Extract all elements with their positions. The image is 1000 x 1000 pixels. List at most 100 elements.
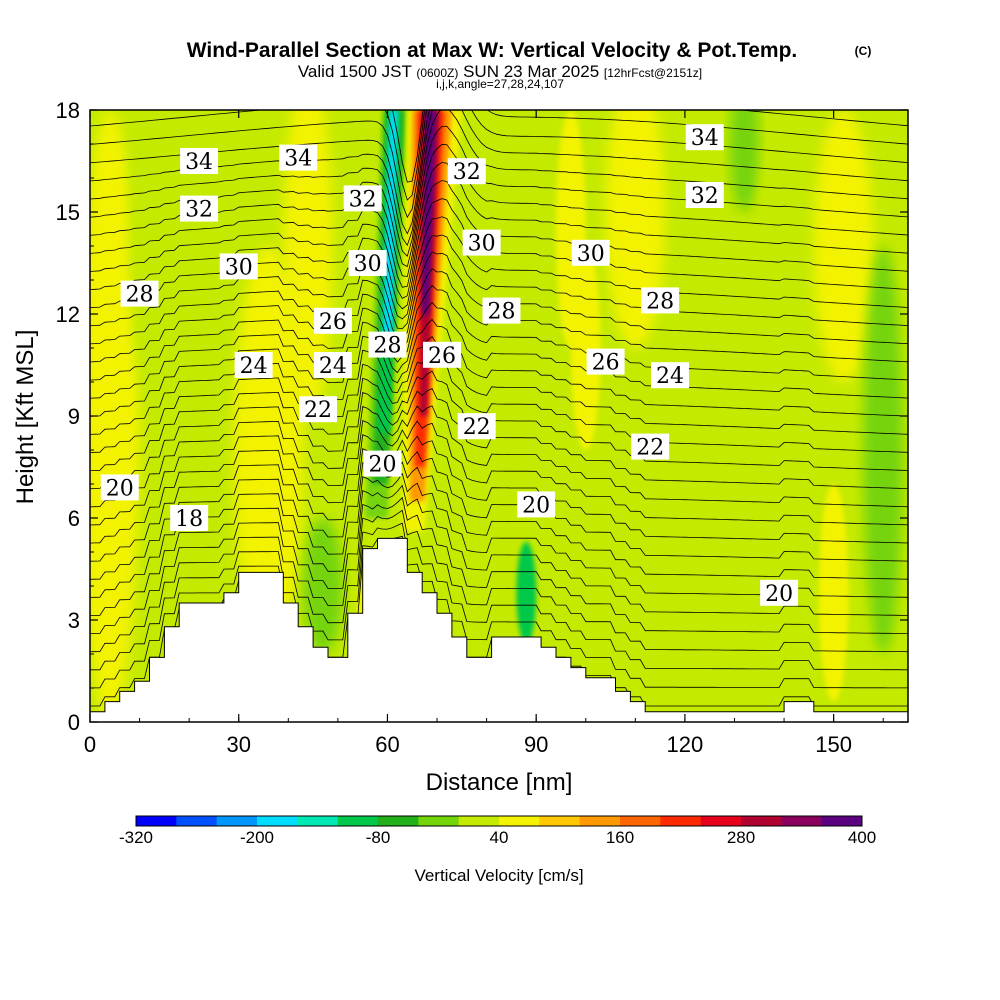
x-axis-label: Distance [nm]	[426, 769, 573, 796]
isentrope-label: 20	[760, 579, 799, 607]
isentrope-line	[90, 522, 908, 671]
isentrope-label: 34	[180, 148, 219, 175]
label-box	[313, 352, 352, 378]
colorbar-label: Vertical Velocity [cm/s]	[414, 866, 583, 885]
colorbar-swatch	[257, 816, 298, 826]
label-box	[180, 148, 219, 174]
isentrope-label: 20	[517, 491, 556, 518]
label-box	[180, 195, 219, 222]
colorbar: -320 -200 -80 40 160 280 400	[119, 815, 876, 847]
label-box	[447, 158, 486, 185]
grid-indices: i,j,k,angle=27,28,24,107	[436, 77, 564, 91]
isentrope-line	[90, 420, 908, 526]
y-tick-label: 3	[68, 608, 80, 633]
isentrope-line	[90, 535, 908, 689]
isentrope-label: 26	[586, 348, 625, 376]
colorbar-swatch	[337, 816, 379, 826]
x-axis: 0 30 60 90 120 150	[84, 110, 884, 757]
label-text: 30	[577, 242, 605, 267]
x-tick-label: 150	[815, 732, 852, 757]
isentrope-line	[90, 318, 908, 417]
isentrope-label: 30	[571, 239, 610, 267]
chart-title: Wind-Parallel Section at Max W: Vertical…	[187, 39, 798, 62]
colorbar-tick-label: 40	[490, 828, 509, 847]
isentrope-label: 32	[343, 185, 382, 212]
isentrope-label: 30	[219, 253, 258, 280]
isentrope-line	[90, 110, 908, 201]
plot-area	[90, 110, 908, 722]
field-cell	[684, 110, 765, 722]
y-axis-label: Height [Kft MSL]	[12, 330, 39, 505]
y-tick-label: 6	[68, 506, 80, 531]
label-text: 30	[225, 255, 253, 280]
label-box	[279, 144, 318, 171]
label-box	[100, 474, 139, 501]
label-text: 34	[284, 147, 312, 172]
isentrope-line	[90, 336, 908, 435]
isentrope-line	[90, 125, 908, 268]
isentrope-label: 24	[313, 352, 352, 379]
isentrope-line	[90, 484, 908, 616]
label-box	[422, 341, 461, 368]
label-box	[586, 348, 625, 375]
label-text: 24	[240, 354, 268, 379]
isentrope-line	[90, 284, 908, 381]
colorbar-swatch	[458, 816, 500, 826]
isentrope-label: 32	[685, 182, 724, 209]
label-text: 20	[106, 476, 134, 501]
label-box	[571, 239, 610, 266]
label-text: 26	[319, 310, 347, 335]
label-text: 22	[463, 415, 491, 440]
isentrope-label: 24	[234, 352, 273, 379]
isentrope-line	[90, 370, 908, 471]
label-text: 26	[592, 351, 620, 376]
colorbar-frame	[135, 815, 863, 827]
label-text: 32	[453, 160, 481, 185]
field-cell	[516, 541, 537, 644]
label-text: 22	[636, 436, 664, 461]
label-text: 24	[319, 354, 347, 379]
field-cell	[863, 246, 904, 654]
label-box	[170, 505, 209, 531]
label-box	[343, 185, 382, 212]
colorbar-swatch	[741, 816, 782, 826]
label-box	[120, 280, 159, 307]
colorbar-swatch	[136, 816, 177, 826]
x-tick-label: 30	[226, 732, 250, 757]
field-cell	[90, 110, 140, 722]
colorbar-tick-label: 280	[727, 828, 755, 847]
label-box	[685, 124, 724, 151]
colorbar-tick-label: -320	[119, 828, 153, 847]
field-cell	[754, 110, 814, 654]
label-box	[363, 450, 402, 477]
label-text: 18	[175, 507, 203, 532]
label-box	[368, 331, 407, 358]
isentrope-line	[90, 301, 908, 399]
copyright-mark: (C)	[855, 44, 872, 58]
label-text: 20	[765, 582, 793, 607]
isentrope-label: 26	[422, 341, 461, 369]
isentrope-line	[90, 161, 908, 288]
terrain-mask	[90, 537, 908, 722]
label-box	[482, 297, 521, 324]
label-text: 32	[691, 184, 719, 209]
x-tick-label: 60	[375, 732, 399, 757]
isentrope-line	[90, 405, 908, 508]
isentrope-label: 20	[363, 450, 402, 478]
label-box	[457, 413, 496, 440]
label-box	[219, 253, 258, 280]
isentrope-labels: 34 34 34 32 32 32 32 30 30 30 30 28 28 28 28 26 26 26 24 24…	[100, 124, 799, 607]
label-text: 20	[522, 493, 550, 518]
isentrope-label: 34	[685, 124, 724, 151]
field-cell	[283, 110, 333, 416]
isentrope-label: 28	[368, 331, 407, 359]
label-box	[631, 433, 670, 460]
label-text: 30	[354, 252, 382, 277]
colorbar-swatch	[620, 816, 661, 826]
isentrope-label: 28	[482, 297, 521, 325]
isentrope-label: 20	[100, 474, 139, 501]
colorbar-tick-label: -200	[240, 828, 274, 847]
field-cell	[570, 246, 601, 450]
colorbar-swatch	[378, 816, 419, 826]
